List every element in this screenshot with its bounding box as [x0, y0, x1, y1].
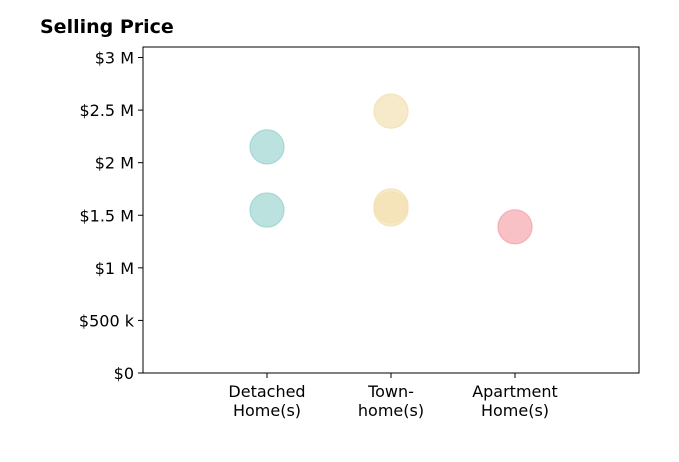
y-tick-label: $500 k: [79, 311, 135, 330]
y-tick-label: $1.5 M: [79, 206, 134, 225]
x-tick-label-line: Home(s): [481, 401, 549, 420]
data-point: [373, 93, 409, 129]
x-tick-label-line: Home(s): [233, 401, 301, 420]
data-point: [497, 209, 533, 245]
data-point: [249, 129, 285, 165]
x-axis: Detached Home(s)Town-home(s)Apartment Home…: [228, 373, 558, 420]
x-tick-label: Apartment Home(s): [472, 382, 558, 420]
y-tick-label: $1 M: [95, 259, 134, 278]
plot-area-frame: [142, 46, 640, 374]
y-tick-label: $0: [114, 364, 134, 383]
x-tick-label: Detached Home(s): [228, 382, 305, 420]
x-tick-label-line: Town-: [367, 382, 414, 401]
x-tick-label-line: Apartment: [472, 382, 558, 401]
chart-title: Selling Price: [40, 16, 174, 38]
y-axis: $0 $500 k $1 M $1.5 M $2 M $2.5 M $3 M: [79, 49, 143, 383]
x-tick-label-line: Detached: [228, 382, 305, 401]
data-point: [249, 192, 285, 228]
y-tick-label: $2.5 M: [79, 101, 134, 120]
data-points: [249, 93, 533, 245]
y-tick-label: $2 M: [95, 154, 134, 173]
data-point: [373, 191, 409, 227]
x-tick-label-line: home(s): [358, 401, 424, 420]
x-tick-label: Town-home(s): [358, 382, 424, 420]
y-tick-label: $3 M: [95, 49, 134, 68]
